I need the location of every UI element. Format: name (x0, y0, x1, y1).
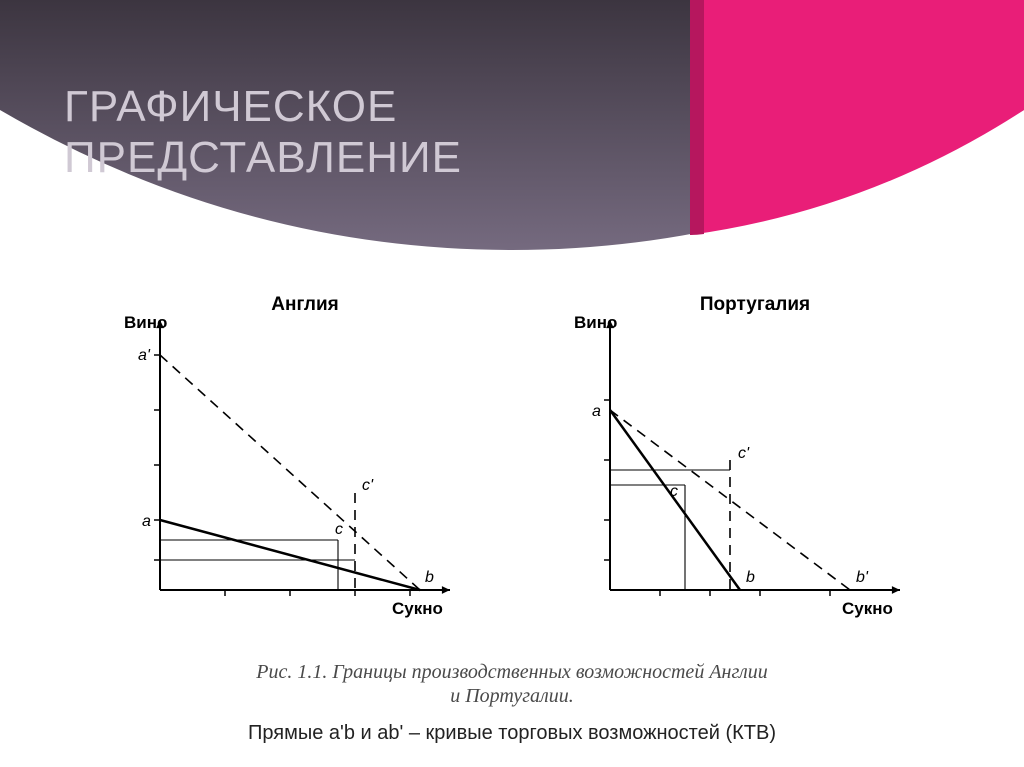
title-line1: ГРАФИЧЕСКОЕ (64, 82, 397, 131)
svg-text:a: a (592, 403, 601, 420)
svg-text:c': c' (738, 445, 750, 462)
svg-text:c: c (335, 521, 343, 538)
svg-text:Вино: Вино (574, 313, 617, 332)
svg-text:Португалия: Португалия (700, 294, 810, 315)
svg-text:b: b (746, 569, 755, 586)
svg-text:Сукно: Сукно (392, 599, 443, 618)
svg-text:a': a' (138, 347, 151, 364)
svg-text:Сукно: Сукно (842, 599, 893, 618)
svg-text:b: b (425, 569, 434, 586)
svg-text:a: a (142, 513, 151, 530)
fig-caption-2: и Португалии. (450, 685, 574, 707)
svg-text:b': b' (856, 569, 869, 586)
svg-text:c': c' (362, 477, 374, 494)
fig-caption-1: Рис. 1.1. Границы производственных возмо… (256, 661, 767, 683)
svg-text:c: c (670, 483, 678, 500)
title-line2: ПРЕДСТАВЛЕНИЕ (64, 133, 462, 182)
figure-caption: Рис. 1.1. Границы производственных возмо… (0, 660, 1024, 708)
sub-caption: Прямые a'b и ab' – кривые торговых возмо… (0, 722, 1024, 745)
chart-portugal: Вино Сукно Португалия a b b' c' c (530, 290, 930, 655)
svg-text:Вино: Вино (124, 313, 167, 332)
slide-title: ГРАФИЧЕСКОЕ ПРЕДСТАВЛЕНИЕ (64, 82, 462, 183)
svg-text:Англия: Англия (271, 294, 338, 315)
chart-england: Вино Сукно Англия a' a c' c b (80, 290, 480, 655)
